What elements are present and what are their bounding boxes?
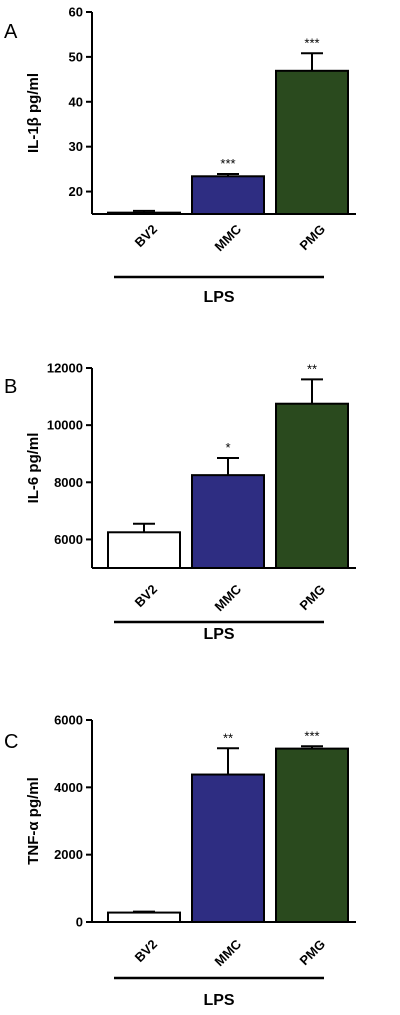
bar-pmg xyxy=(275,747,349,923)
y-tick-label: 60 xyxy=(69,5,83,20)
bar-pmg xyxy=(275,69,349,215)
y-tick-label: 40 xyxy=(69,94,83,109)
bar-bv2 xyxy=(107,211,181,216)
bar-bv2 xyxy=(107,911,181,923)
group-label: LPS xyxy=(203,289,234,306)
panel-letter: A xyxy=(4,21,18,43)
panel-letter: C xyxy=(4,731,18,753)
bar-mmc xyxy=(191,474,265,569)
y-tick-label: 50 xyxy=(69,49,83,64)
category-label: BV2 xyxy=(132,582,160,610)
y-tick-label: 6000 xyxy=(54,713,83,728)
category-label: PMG xyxy=(297,222,329,254)
y-axis-label: IL-6 pg/ml xyxy=(25,433,42,504)
significance-label: * xyxy=(225,440,230,455)
category-label: PMG xyxy=(297,582,329,614)
panel-letter: B xyxy=(4,376,17,398)
y-tick-label: 6000 xyxy=(54,532,83,547)
significance-label: ** xyxy=(307,361,317,376)
y-tick-label: 20 xyxy=(69,184,83,199)
y-tick-label: 12000 xyxy=(47,361,83,376)
group-label: LPS xyxy=(203,992,234,1009)
bar-pmg xyxy=(275,402,349,570)
y-axis-label: TNF-α pg/ml xyxy=(25,777,42,865)
group-label: LPS xyxy=(203,626,234,643)
bar-mmc xyxy=(191,175,265,215)
significance-label: *** xyxy=(304,728,319,743)
category-label: MMC xyxy=(212,936,245,969)
significance-label: *** xyxy=(304,35,319,50)
category-label: BV2 xyxy=(132,222,160,250)
y-tick-label: 30 xyxy=(69,139,83,154)
bar-mmc xyxy=(191,773,265,923)
y-tick-label: 8000 xyxy=(54,475,83,490)
y-axis-label: IL-1β pg/ml xyxy=(25,73,42,153)
y-tick-label: 0 xyxy=(76,915,83,930)
y-tick-label: 10000 xyxy=(47,418,83,433)
category-label: PMG xyxy=(297,937,329,969)
category-label: MMC xyxy=(212,221,245,254)
y-tick-label: 2000 xyxy=(54,847,83,862)
significance-label: *** xyxy=(220,156,235,171)
category-label: MMC xyxy=(212,581,245,614)
significance-label: ** xyxy=(223,730,233,745)
y-tick-label: 4000 xyxy=(54,780,83,795)
category-label: BV2 xyxy=(132,937,160,965)
bar-bv2 xyxy=(107,531,181,569)
